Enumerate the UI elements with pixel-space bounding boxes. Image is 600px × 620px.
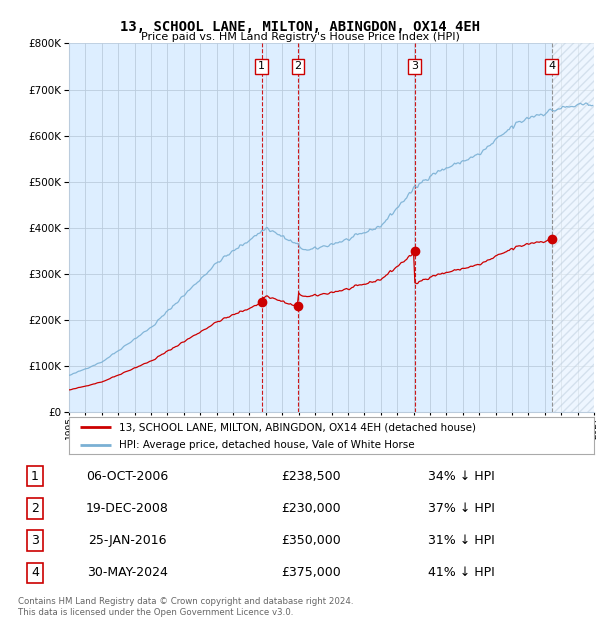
Text: £350,000: £350,000 [281,534,341,547]
Text: 4: 4 [548,61,555,71]
Text: 2: 2 [31,502,39,515]
Text: 30-MAY-2024: 30-MAY-2024 [87,567,167,579]
Text: 13, SCHOOL LANE, MILTON, ABINGDON, OX14 4EH: 13, SCHOOL LANE, MILTON, ABINGDON, OX14 … [120,20,480,34]
Bar [551,43,594,412]
Text: 13, SCHOOL LANE, MILTON, ABINGDON, OX14 4EH (detached house): 13, SCHOOL LANE, MILTON, ABINGDON, OX14 … [119,422,476,432]
Text: 37% ↓ HPI: 37% ↓ HPI [428,502,495,515]
Text: 41% ↓ HPI: 41% ↓ HPI [428,567,494,579]
Text: 2: 2 [295,61,302,71]
Text: 25-JAN-2016: 25-JAN-2016 [88,534,166,547]
Text: 34% ↓ HPI: 34% ↓ HPI [428,470,494,482]
Text: 31% ↓ HPI: 31% ↓ HPI [428,534,494,547]
Text: 3: 3 [31,534,39,547]
Text: £238,500: £238,500 [282,470,341,482]
Text: £230,000: £230,000 [282,502,341,515]
Text: 1: 1 [258,61,265,71]
Text: 4: 4 [31,567,39,579]
Text: Price paid vs. HM Land Registry's House Price Index (HPI): Price paid vs. HM Land Registry's House … [140,32,460,42]
Text: 1: 1 [31,470,39,482]
Text: 06-OCT-2006: 06-OCT-2006 [86,470,169,482]
Text: Contains HM Land Registry data © Crown copyright and database right 2024.
This d: Contains HM Land Registry data © Crown c… [18,598,353,617]
Text: 3: 3 [411,61,418,71]
Text: 19-DEC-2008: 19-DEC-2008 [86,502,169,515]
Text: HPI: Average price, detached house, Vale of White Horse: HPI: Average price, detached house, Vale… [119,440,415,450]
Text: £375,000: £375,000 [281,567,341,579]
